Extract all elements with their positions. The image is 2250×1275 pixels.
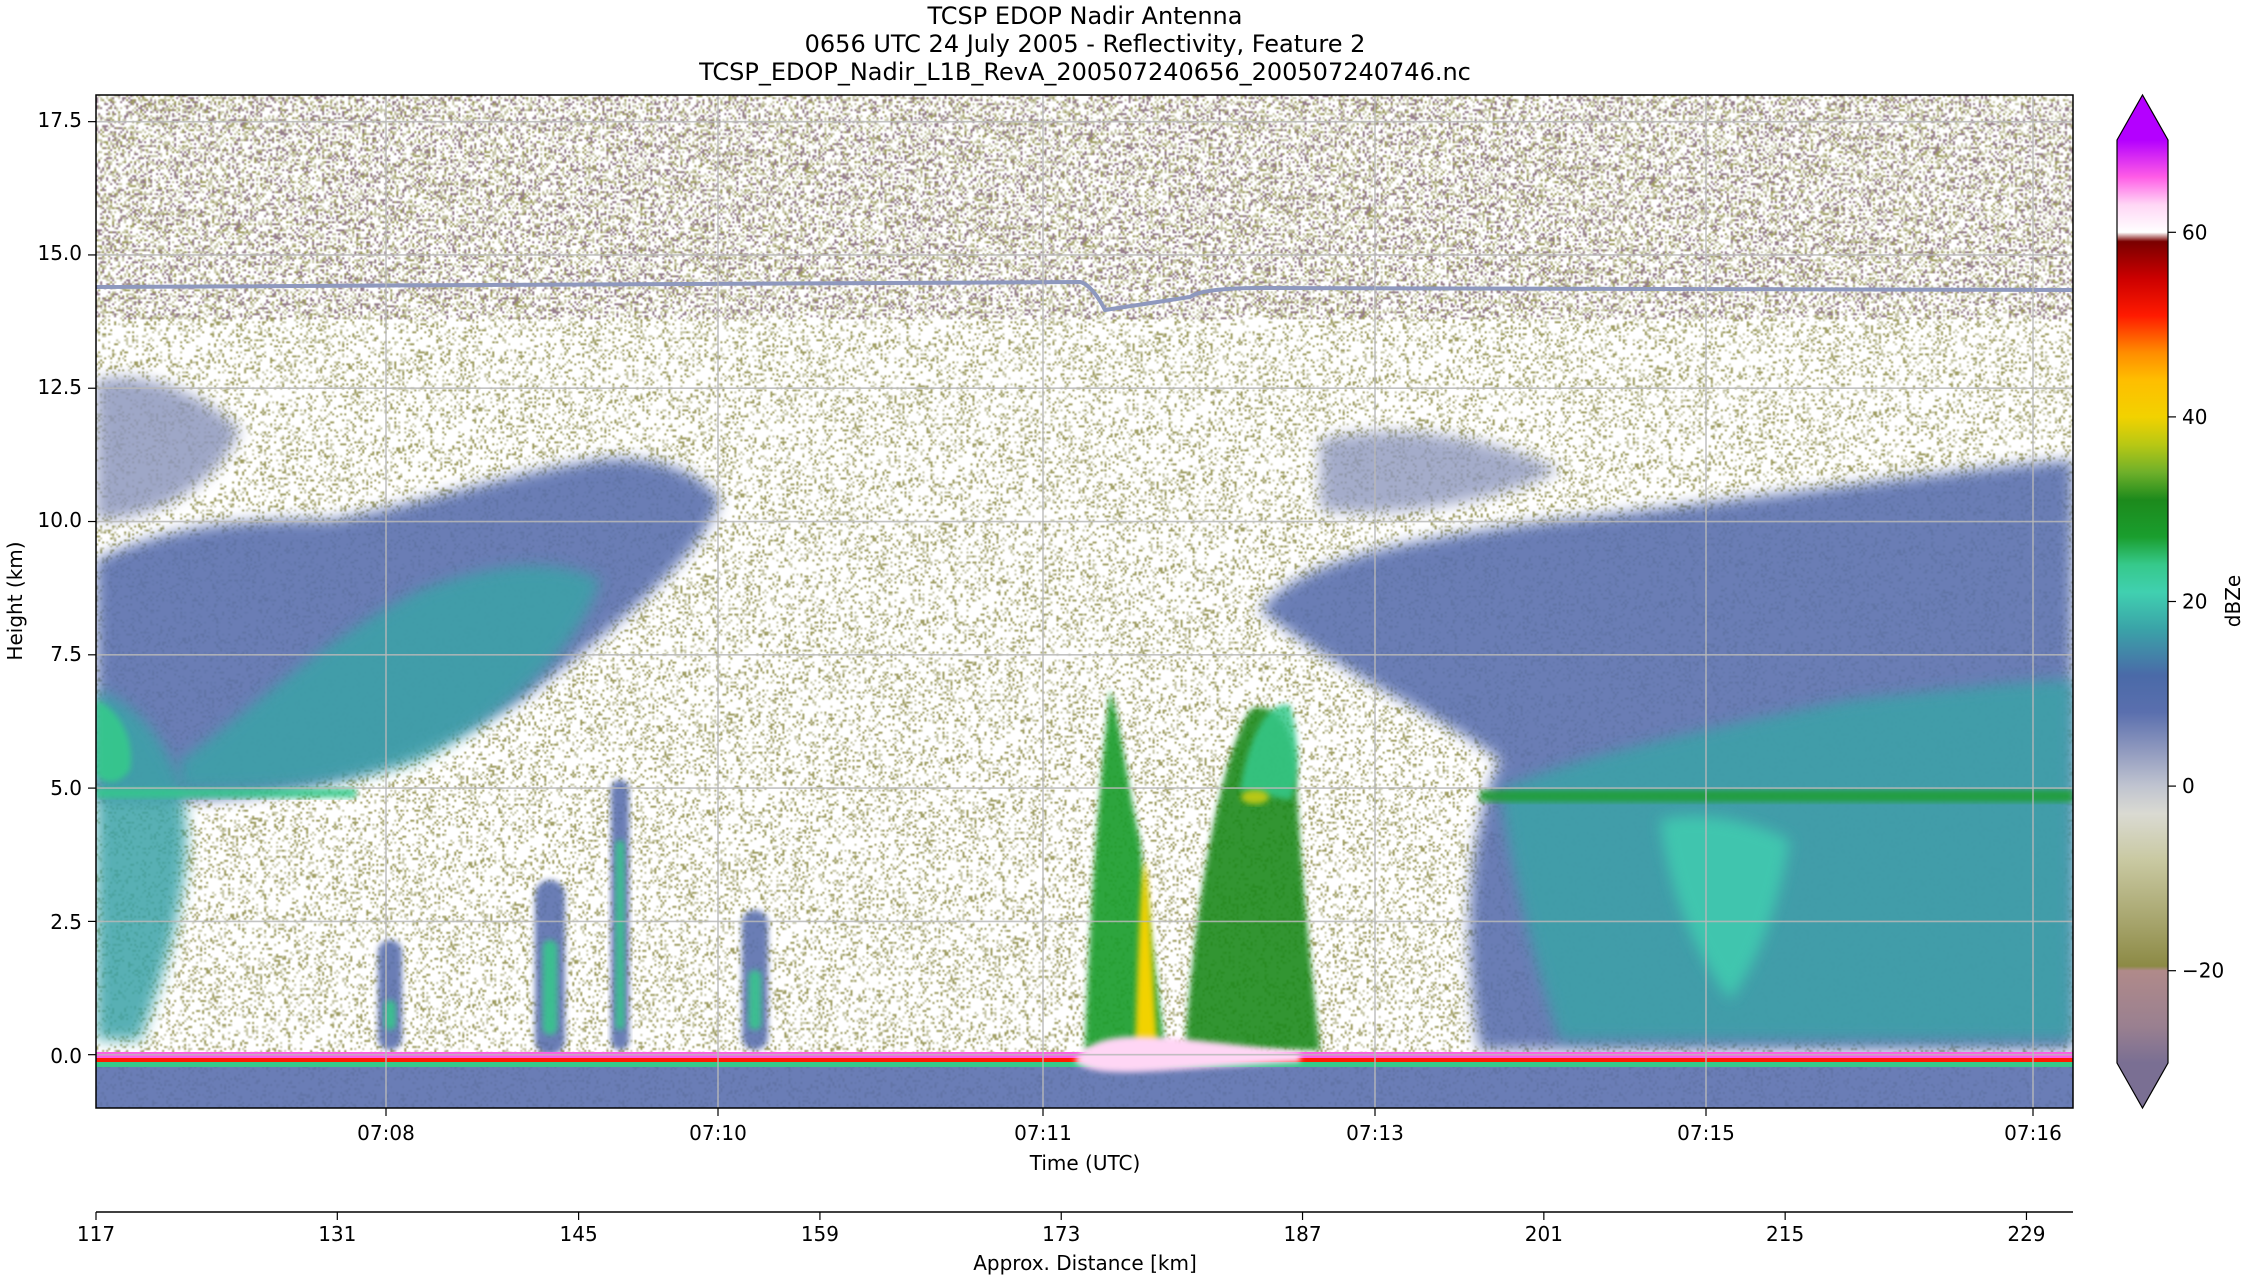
tropopause-line [96,279,2073,313]
distance-tick-label: 201 [1525,1222,1563,1246]
y-tick-label: 17.5 [37,108,82,132]
echo-tower-core [615,840,625,1030]
y-tick-label: 5.0 [50,776,82,800]
colorbar-tick-label: 20 [2182,590,2207,614]
x-tick-label: 07:11 [1014,1121,1072,1145]
colorbar-gradient [2117,140,2168,1063]
y-tick-label: 2.5 [50,910,82,934]
echo-central-tower-top [1240,704,1298,800]
echo-convective-tower [378,940,402,1050]
colorbar-tick-label: 0 [2182,774,2195,798]
echo-features [96,279,2073,1108]
sub-surface-return [96,1067,2073,1108]
grid-lines [96,95,2073,1108]
distance-axis-label: Approx. Distance [km] [973,1251,1197,1275]
chart-subtitle-file: TCSP_EDOP_Nadir_L1B_RevA_200507240656_20… [699,58,1471,86]
echo-melting-layer-right [1480,790,2073,802]
x-tick-label: 07:10 [689,1121,747,1145]
echo-melting-layer-left [96,788,356,798]
distance-tick-label: 187 [1283,1222,1321,1246]
distance-tick-label: 131 [318,1222,356,1246]
x-axis-time: 07:08 07:10 07:11 07:13 07:15 07:16 Time… [357,1108,2062,1175]
distance-tick-label: 159 [801,1222,839,1246]
x-tick-label: 07:15 [1677,1121,1735,1145]
y-tick-label: 15.0 [37,241,82,265]
colorbar-outline [2116,93,2169,1110]
echo-left-core [96,700,131,782]
distance-tick-label: 117 [77,1222,115,1246]
colorbar-extend-min [2117,1063,2168,1108]
colorbar-tick-label: 60 [2182,220,2207,244]
echo-right-stratiform [1500,680,2073,1040]
colorbar-tick-label: 40 [2182,405,2207,429]
chart-title: TCSP EDOP Nadir Antenna [927,2,1243,30]
distance-tick-label: 145 [560,1222,598,1246]
x-axis-label: Time (UTC) [1029,1151,1141,1175]
echo-tower-core [748,970,762,1030]
echo-left-anvil-core [180,566,600,790]
distance-tick-label: 173 [1042,1222,1080,1246]
plot-area [95,94,2074,1109]
echo-right-anvil-top [1320,431,1560,513]
colorbar-tick-label: −20 [2182,959,2224,983]
echo-tower-core [384,1000,396,1030]
y-tick-label: 10.0 [37,508,82,532]
colorbar-extend-max [2117,95,2168,140]
plot-frame [95,94,2074,1109]
x-tick-label: 07:08 [357,1121,415,1145]
distance-tick-label: 215 [1766,1222,1804,1246]
colorbar-label: dBZe [2221,575,2245,627]
y-tick-label: 0.0 [50,1044,82,1068]
colorbar: −20 0 20 40 60 dBZe [2116,93,2245,1110]
echo-central-bright-spot [1241,790,1269,804]
y-tick-label: 12.5 [37,375,82,399]
distance-tick-label: 229 [2007,1222,2045,1246]
echo-tower-core [542,940,558,1035]
y-tick-label: 7.5 [50,642,82,666]
echo-central-core-yellow [1135,860,1158,1055]
chart-subtitle-time: 0656 UTC 24 July 2005 - Reflectivity, Fe… [804,30,1366,58]
x-tick-label: 07:16 [2004,1121,2062,1145]
x-tick-label: 07:13 [1346,1121,1404,1145]
y-axis: 0.0 2.5 5.0 7.5 10.0 12.5 15.0 17.5 Heig… [3,108,96,1068]
echo-left-upper-cloud [96,377,240,520]
echo-right-streak [1660,816,1790,1000]
x-axis-distance: 117 131 145 159 173 187 201 215 229 Approx. Dist… [77,1211,2073,1275]
y-axis-label: Height (km) [3,541,27,660]
